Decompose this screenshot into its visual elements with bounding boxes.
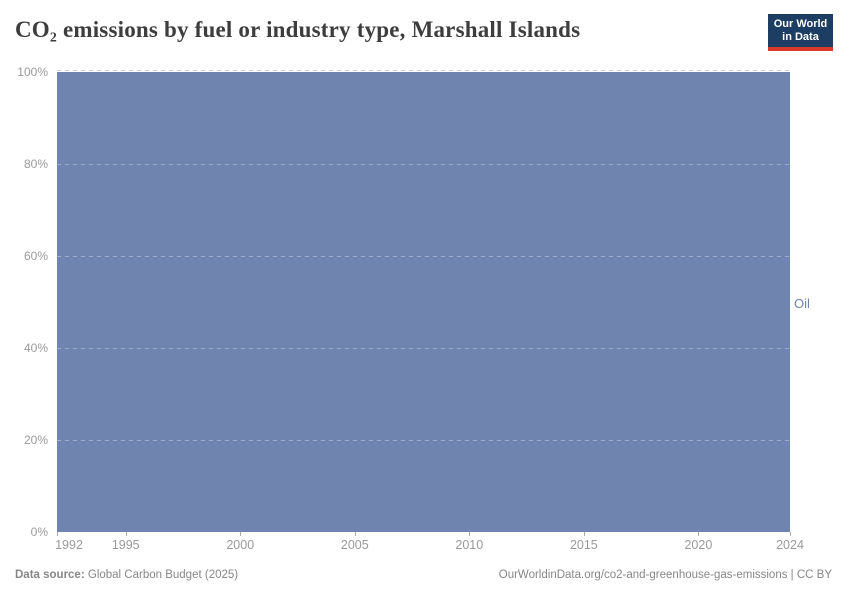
x-axis-tick [790, 532, 791, 536]
x-axis-tick [698, 532, 700, 536]
x-axis-label: 2020 [684, 538, 713, 552]
gridline [57, 348, 790, 349]
footer-citation-link[interactable]: OurWorldinData.org/co2-and-greenhouse-ga… [498, 569, 832, 581]
x-axis-label: 2000 [226, 538, 255, 552]
data-source-value: Global Carbon Budget (2025) [87, 569, 239, 581]
y-axis-label: 100% [17, 65, 48, 79]
x-axis: 1992 1995 2000 2005 2010 2015 2020 2024 [55, 538, 804, 554]
x-axis-tick [583, 532, 585, 536]
gridline [57, 164, 790, 165]
owid-logo-line2: in Data [782, 31, 819, 43]
chart-title: CO₂ emissions by fuel or industry type, … [15, 17, 581, 42]
x-axis-label: 1992 [55, 538, 83, 552]
x-axis-label: 1995 [111, 538, 140, 552]
y-axis-label: 60% [23, 249, 48, 263]
y-axis-label: 80% [23, 157, 48, 171]
x-axis-tick [240, 532, 242, 536]
oil-area-series[interactable] [57, 72, 790, 532]
x-axis-tick [354, 532, 356, 536]
x-axis-tick [469, 532, 471, 536]
y-axis-label: 0% [30, 525, 48, 539]
x-axis-label: 2024 [776, 538, 804, 552]
x-axis-label: 2005 [340, 538, 369, 552]
chart-footer: Data source: Global Carbon Budget (2025)… [15, 569, 832, 581]
gridline-100-percent [57, 70, 790, 71]
x-axis-tick [125, 532, 127, 536]
x-axis-label: 2010 [455, 538, 484, 552]
gridline [57, 440, 790, 441]
x-axis-tick-marks [57, 532, 791, 537]
owid-logo[interactable]: Our World in Data [768, 14, 833, 51]
data-source-label: Data source: [15, 569, 85, 581]
plot-area[interactable] [57, 70, 790, 532]
data-source: Data source: Global Carbon Budget (2025) [15, 569, 238, 581]
gridline [57, 256, 790, 257]
series-label-oil: Oil [794, 296, 810, 311]
owid-logo-line1: Our World [773, 18, 828, 30]
x-axis-label: 2015 [569, 538, 598, 552]
y-axis-label: 20% [23, 433, 48, 447]
y-axis-label: 40% [23, 341, 48, 355]
x-axis-tick [57, 532, 58, 536]
y-axis: 0% 20% 40% 60% 80% 100% [0, 65, 48, 539]
